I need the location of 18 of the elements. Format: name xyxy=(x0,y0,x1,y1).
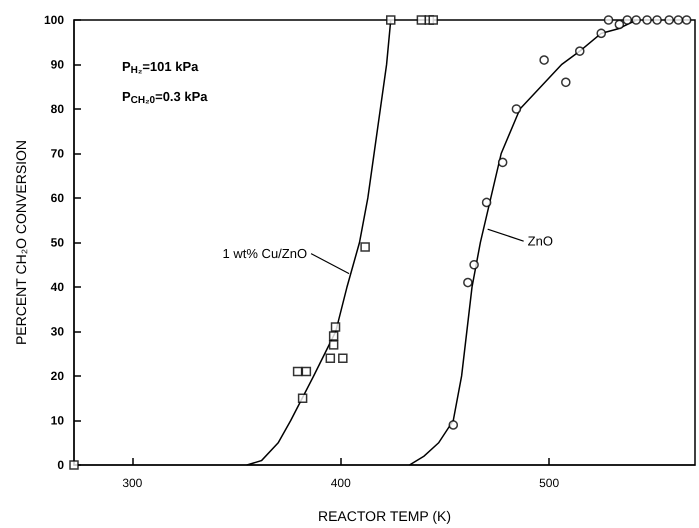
y-tick-label: 10 xyxy=(50,414,64,428)
x-tick-label: 400 xyxy=(330,476,352,490)
y-tick-label: 0 xyxy=(57,458,64,472)
y-tick-label: 60 xyxy=(50,191,64,205)
y-tick-label: 70 xyxy=(50,146,64,160)
y-axis-title: PERCENT CH₂O CONVERSION xyxy=(13,140,29,346)
x-axis-title: REACTOR TEMP (K) xyxy=(318,508,452,524)
y-tick-label: 90 xyxy=(50,58,64,72)
y-tick-label: 80 xyxy=(50,102,64,116)
y-tick-label: 100 xyxy=(44,13,64,27)
annotation: 1 wt% Cu/ZnO xyxy=(222,246,308,262)
y-tick-label: 50 xyxy=(50,236,64,250)
x-tick-label: 300 xyxy=(122,476,143,490)
annotation: ZnO xyxy=(528,234,553,249)
y-tick-label: 30 xyxy=(50,324,64,338)
x-tick-label: 500 xyxy=(539,476,560,490)
y-tick-label: 40 xyxy=(50,280,64,294)
y-tick-label: 20 xyxy=(50,369,64,383)
